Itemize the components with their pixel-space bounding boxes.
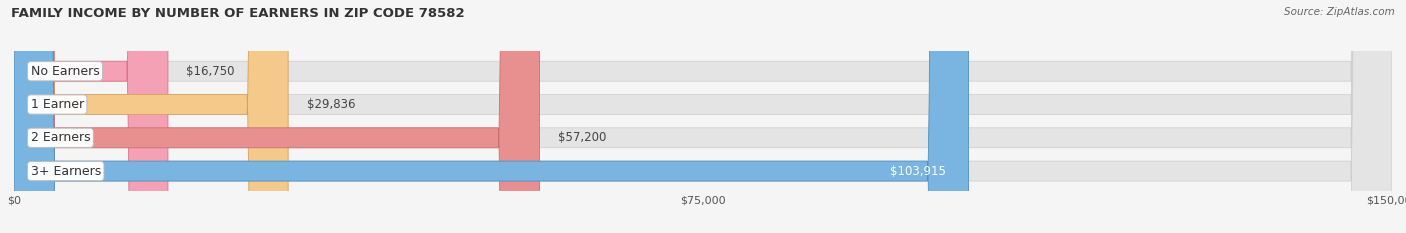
FancyBboxPatch shape bbox=[14, 0, 288, 233]
FancyBboxPatch shape bbox=[14, 0, 1392, 233]
Text: Source: ZipAtlas.com: Source: ZipAtlas.com bbox=[1284, 7, 1395, 17]
FancyBboxPatch shape bbox=[14, 0, 1392, 233]
Text: $29,836: $29,836 bbox=[307, 98, 354, 111]
Text: 3+ Earners: 3+ Earners bbox=[31, 164, 101, 178]
Text: $57,200: $57,200 bbox=[558, 131, 606, 144]
FancyBboxPatch shape bbox=[14, 0, 1392, 233]
Text: No Earners: No Earners bbox=[31, 65, 100, 78]
FancyBboxPatch shape bbox=[14, 0, 969, 233]
FancyBboxPatch shape bbox=[14, 0, 167, 233]
Text: $16,750: $16,750 bbox=[186, 65, 235, 78]
Text: FAMILY INCOME BY NUMBER OF EARNERS IN ZIP CODE 78582: FAMILY INCOME BY NUMBER OF EARNERS IN ZI… bbox=[11, 7, 465, 20]
Text: 1 Earner: 1 Earner bbox=[31, 98, 84, 111]
Text: 2 Earners: 2 Earners bbox=[31, 131, 90, 144]
FancyBboxPatch shape bbox=[14, 0, 1392, 233]
FancyBboxPatch shape bbox=[14, 0, 540, 233]
Text: $103,915: $103,915 bbox=[890, 164, 946, 178]
